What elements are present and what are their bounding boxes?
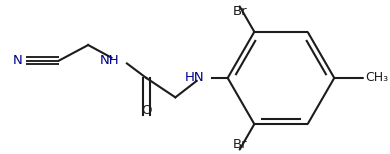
Text: Br: Br <box>232 138 247 151</box>
Text: N: N <box>12 54 22 67</box>
Text: NH: NH <box>99 54 119 67</box>
Text: O: O <box>141 104 152 117</box>
Text: Br: Br <box>232 4 247 18</box>
Text: HN: HN <box>185 71 204 84</box>
Text: CH₃: CH₃ <box>365 71 388 84</box>
